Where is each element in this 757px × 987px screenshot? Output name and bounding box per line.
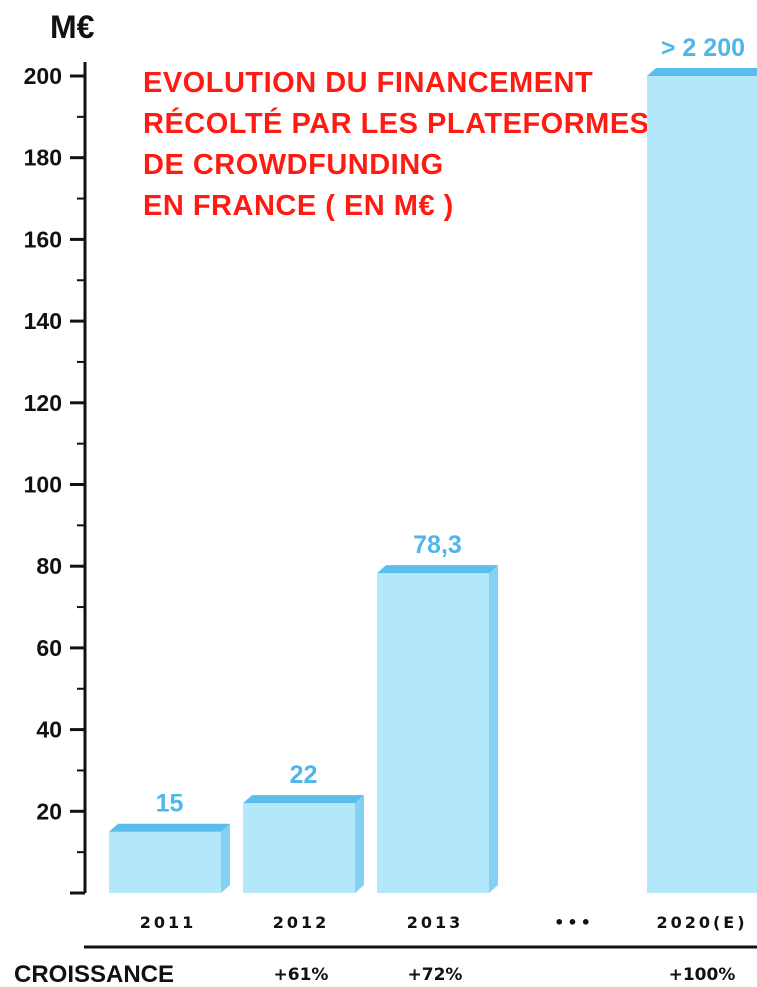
bar: 22 [243,761,364,893]
y-tick-label: 200 [24,63,62,89]
bar-top [109,823,230,832]
bars: 15 22 78,3 > 2 200 [109,34,757,893]
chart-title-line-3: DE CROWDFUNDING [143,149,444,181]
y-tick-label: 180 [24,145,62,171]
bar-side [355,795,364,893]
growth-label: +61% [274,965,329,985]
y-tick-label: 40 [36,717,62,743]
bar-face [109,831,221,893]
bar-top [377,565,498,574]
y-tick-label: 60 [36,635,62,661]
growth-label: +72% [408,965,463,985]
bar-top [243,795,364,804]
bar: 78,3 [377,531,498,893]
y-tick-label: 80 [36,553,62,579]
bar-value-label: 15 [156,790,184,818]
bar-face [243,803,355,893]
bar-value-label: > 2 200 [661,34,745,62]
bar-face [377,573,489,893]
y-tick-label: 120 [24,390,62,416]
bar-top [647,68,757,76]
y-tick-label: 140 [24,308,62,334]
growth-label: +100% [669,965,736,985]
bar: > 2 200 [647,34,757,893]
bar: 15 [109,790,230,893]
growth-labels: +61% +72% +100% [274,965,736,985]
x-tick-label: 2020(E) [656,913,747,932]
y-tick-label: 160 [24,226,62,252]
bar-side [489,565,498,893]
x-tick-label: ••• [554,913,594,932]
x-tick-label: 2011 [140,913,197,932]
bar-value-label: 78,3 [413,531,462,559]
y-tick-label: 100 [24,472,62,498]
bar-face [647,76,757,893]
y-axis: 20 40 60 80 100 120 140 160 180 200 [24,62,87,895]
x-tick-label: 2012 [273,913,330,932]
chart-title: EVOLUTION DU FINANCEMENT RÉCOLTÉ PAR LES… [143,67,650,222]
bar-side [221,823,230,893]
chart-title-line-4: EN FRANCE ( EN M€ ) [143,190,454,222]
chart-title-line-2: RÉCOLTÉ PAR LES PLATEFORMES [143,106,650,140]
x-tick-label: 2013 [407,913,464,932]
x-axis-labels: 2011 2012 2013 ••• 2020(E) [140,913,747,932]
y-unit-label: M€ [50,9,95,45]
bar-value-label: 22 [290,761,318,789]
chart-title-line-1: EVOLUTION DU FINANCEMENT [143,67,593,99]
growth-title: CROISSANCE [14,961,174,987]
y-tick-label: 20 [36,798,62,824]
